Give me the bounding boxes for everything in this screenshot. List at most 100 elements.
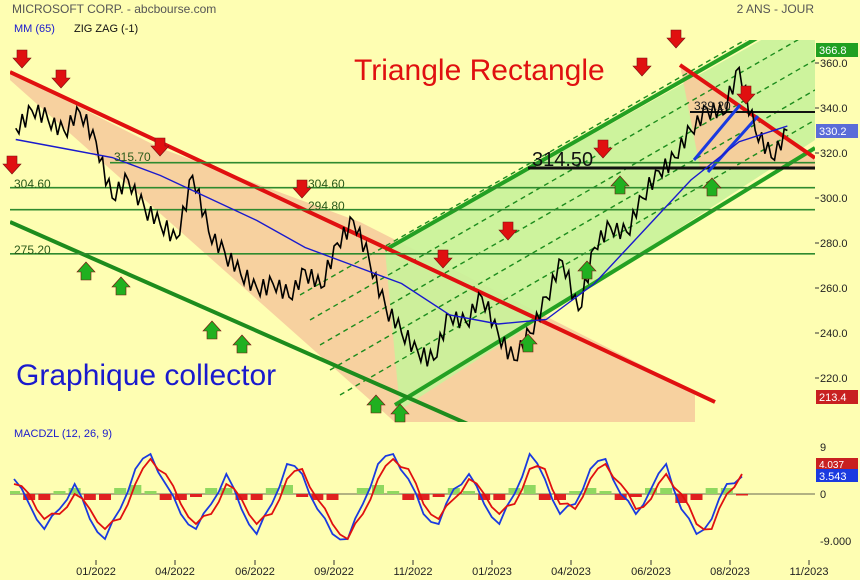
channel-dashed-lines [299, 40, 815, 396]
x-tick-label-6: 04/2023 [551, 566, 591, 578]
macd-hist-bar-7 [114, 488, 127, 494]
macd-hist-bar-26 [402, 494, 415, 500]
macd-hist-bar-12 [190, 494, 202, 497]
x-tick-label-0: 01/2022 [76, 566, 116, 578]
macd-hist-bar-47 [720, 488, 733, 494]
up-arrow-5 [390, 403, 410, 423]
down-arrow-1 [51, 69, 71, 89]
moving-average-series [15, 125, 788, 325]
up-arrow-0-shape [76, 261, 96, 281]
down-arrow-4-shape [433, 249, 453, 269]
y-tick-label-0: 220.0 [820, 373, 848, 385]
macd-signal-line [13, 457, 743, 541]
down-arrow-5 [498, 221, 518, 241]
up-arrow-9-shape [702, 177, 722, 197]
pattern-subtitle: Graphique collector [16, 359, 276, 392]
y-badges: 366.8 330.2 213.4 [816, 43, 858, 404]
up-arrow-0 [76, 261, 96, 281]
chart-title: MICROSOFT CORP. - abcbourse.com [12, 2, 216, 16]
x-tick-label-5: 01/2023 [472, 566, 512, 578]
down-arrow-1-shape [51, 69, 71, 89]
up-arrow-5-shape [390, 403, 410, 423]
macd-tick-zero: 0 [820, 489, 826, 501]
x-tick-label-8: 08/2023 [710, 566, 750, 578]
up-arrow-6-shape [518, 333, 538, 353]
up-arrow-7 [577, 260, 597, 280]
macd-hist-bar-39 [599, 491, 612, 494]
indicator-ma-label: MM (65) [14, 23, 55, 35]
down-arrow-10-shape [2, 155, 22, 175]
indicator-zigzag-label: ZIG ZAG (-1) [74, 23, 138, 35]
up-arrow-3-shape [232, 334, 252, 354]
down-arrow-6 [593, 139, 613, 159]
macd-hist-bar-31 [478, 494, 491, 500]
level-label-339: 339.20 [694, 99, 731, 113]
x-axis: 01/2022 04/2022 06/2022 09/2022 11/2022 01/20… [76, 560, 828, 578]
macd-hist-bar-23 [356, 488, 369, 494]
down-arrow-8 [666, 29, 686, 49]
macd-hist-bar-19 [296, 494, 309, 497]
macd-hist-bar-46 [705, 488, 718, 494]
macd-hist-bar-3 [53, 491, 66, 494]
macd-hist-bar-20 [311, 494, 324, 500]
high-badge-bg [816, 43, 858, 57]
macd-hist-bar-2 [38, 494, 51, 500]
level-label-315: 315.70 [114, 150, 151, 164]
macd-tick-bottom: -9.000 [820, 536, 851, 548]
macd-hist-bar-15 [235, 494, 248, 500]
price-layer [15, 65, 788, 367]
macd-hist-bar-35 [538, 494, 551, 500]
down-arrow-3-shape [292, 179, 312, 199]
down-arrow-10 [2, 155, 22, 175]
chart-period: 2 ANS - JOUR [737, 2, 815, 16]
y-tick-label-1: 240.0 [820, 328, 848, 340]
down-arrow-8-shape [666, 29, 686, 49]
macd-layer [10, 452, 748, 541]
macd-badge-bg [816, 469, 858, 482]
price-series [15, 65, 788, 367]
macd-hist-bar-21 [326, 494, 339, 500]
macd-hist-bar-0 [10, 491, 20, 494]
down-arrow-4 [433, 249, 453, 269]
x-tick-label-9: 11/2023 [790, 566, 829, 578]
x-tick-label-3: 09/2022 [314, 566, 354, 578]
up-arrow-3 [232, 334, 252, 354]
macd-hist-bar-33 [508, 488, 521, 494]
high-badge: 366.8 [819, 45, 847, 57]
down-arrow-2 [150, 137, 170, 157]
macd-hist-bar-45 [690, 494, 703, 500]
macd-hist-bar-38 [584, 488, 597, 494]
macd-hist-bar-27 [417, 494, 430, 500]
macd-hist-bar-17 [265, 488, 278, 494]
macd-hist-bar-43 [660, 488, 673, 494]
level-label-294: 294.80 [308, 199, 345, 213]
low-badge-bg [816, 390, 858, 404]
down-arrow-2-shape [150, 137, 170, 157]
x-tick-label-1: 04/2022 [155, 566, 195, 578]
macd-hist-bar-29 [447, 488, 460, 494]
macd-hist-bar-16 [250, 494, 263, 500]
down-arrow-3 [292, 179, 312, 199]
channel-lower-line [393, 146, 815, 407]
up-arrow-8 [610, 175, 630, 195]
signal-arrows [2, 29, 756, 423]
last-price-badge: 330.2 [819, 126, 847, 138]
y-tick-label-3: 280.0 [820, 238, 848, 250]
down-arrow-9-shape [736, 85, 756, 105]
level-label-314-big: 314.50 [532, 149, 593, 171]
level-label-304-right: 304.60 [308, 177, 345, 191]
macd-hist-bar-13 [205, 488, 218, 494]
down-arrow-7-shape [632, 57, 652, 77]
macd-hist-bar-24 [372, 485, 384, 494]
macd-label: MACDZL (12, 26, 9) [14, 428, 112, 440]
x-tick-label-2: 06/2022 [235, 566, 275, 578]
macd-hist-bar-1 [23, 494, 36, 500]
last-price-badge-bg [816, 124, 858, 138]
macd-hist-bar-40 [614, 494, 627, 500]
level-label-304-left: 304.60 [14, 177, 51, 191]
macd-hist-bar-18 [281, 485, 293, 494]
macd-hist-bar-6 [99, 494, 111, 500]
up-arrow-4 [366, 394, 386, 414]
up-arrow-9 [702, 177, 722, 197]
down-arrow-6-shape [593, 139, 613, 159]
